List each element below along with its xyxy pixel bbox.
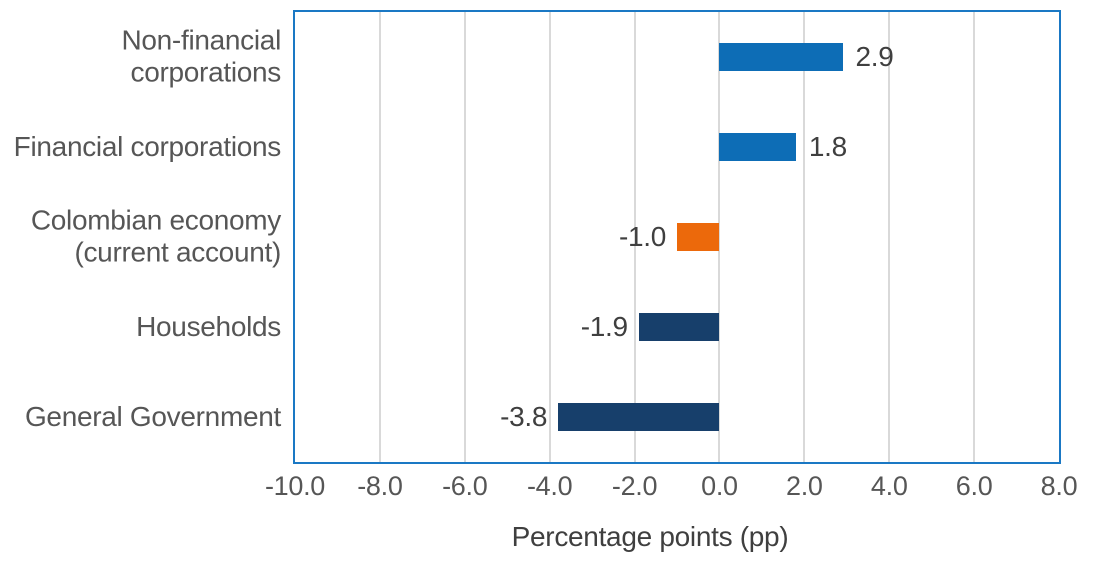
gridline xyxy=(803,12,806,462)
gridline xyxy=(633,12,636,462)
value-label: 1.8 xyxy=(808,131,847,162)
category-label: Households xyxy=(136,310,281,342)
bar xyxy=(677,223,720,251)
gridline xyxy=(718,12,721,462)
category-label: General Government xyxy=(24,400,281,432)
category-label: Non-financial corporations xyxy=(121,24,281,88)
x-tick-label: -10.0 xyxy=(264,471,326,501)
x-tick-label: -4.0 xyxy=(526,471,573,501)
value-label: -3.8 xyxy=(500,401,548,432)
x-tick-label: 0.0 xyxy=(701,471,738,501)
plot-area: 2.9 1.8 -1.0 -1.9 -3.8 xyxy=(293,10,1061,464)
gridline xyxy=(973,12,976,462)
bar xyxy=(719,43,843,71)
x-axis-tick-labels: -10.0 -8.0 -6.0 -4.0 -2.0 0.0 2.0 4.0 6.0 8.0 xyxy=(265,471,1078,507)
bar xyxy=(558,403,720,431)
x-tick-label: 4.0 xyxy=(870,471,908,501)
value-label: -1.0 xyxy=(618,221,666,252)
gridline xyxy=(378,12,381,462)
x-tick-label: 2.0 xyxy=(786,471,823,501)
x-tick-label: 8.0 xyxy=(1040,471,1078,501)
value-label: 2.9 xyxy=(855,41,894,72)
category-axis-labels: Non-financial corporations Financial corp… xyxy=(0,12,282,462)
category-label: Colombian economy (current account) xyxy=(30,204,281,268)
gridline xyxy=(888,12,891,462)
x-tick-label: 6.0 xyxy=(955,471,993,501)
gridline xyxy=(463,12,466,462)
bar xyxy=(638,313,720,341)
category-label: Financial corporations xyxy=(13,130,282,162)
value-label: -1.9 xyxy=(580,311,628,342)
x-tick-label: -8.0 xyxy=(357,471,403,501)
bar xyxy=(719,133,796,161)
x-tick-label: -2.0 xyxy=(611,471,658,501)
x-axis-title: Percentage points (pp) xyxy=(511,521,789,552)
x-tick-label: -6.0 xyxy=(442,471,488,501)
gridline xyxy=(548,12,551,462)
